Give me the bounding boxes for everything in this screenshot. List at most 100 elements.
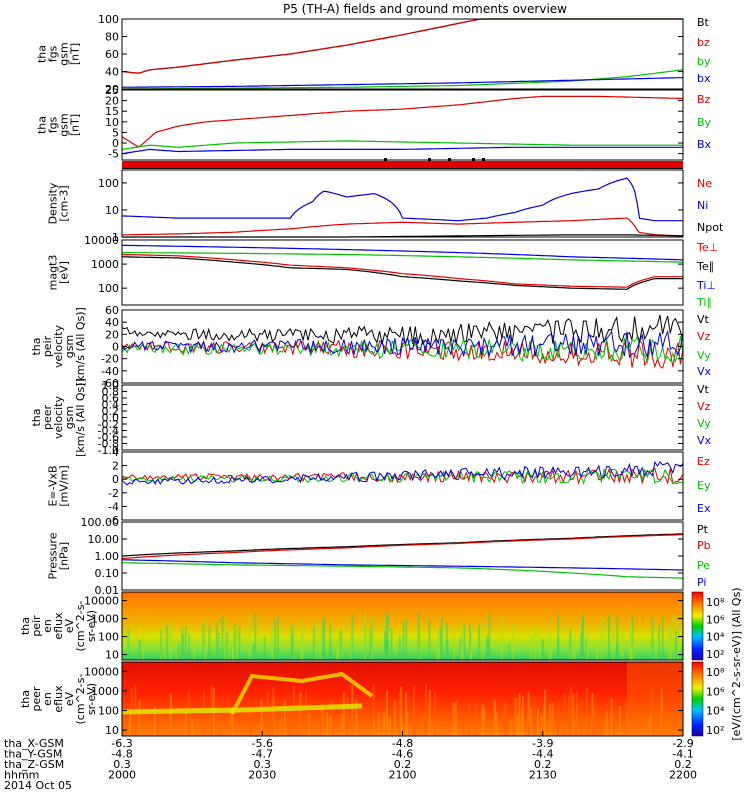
- spectrogram-streak: [571, 643, 574, 660]
- series-line-Ez: [121, 467, 684, 485]
- series-line-Pi: [122, 559, 683, 571]
- spectrogram-streak: [672, 613, 675, 660]
- spectrogram-streak: [521, 696, 524, 736]
- spectrogram-streak: [436, 644, 439, 660]
- y-axis-label: [mV/m]: [58, 465, 71, 506]
- y-tick-label: -0.2: [98, 418, 119, 431]
- legend-entry-Te⊥: Te⊥: [696, 241, 718, 254]
- spectrogram-streak: [563, 693, 566, 736]
- spectrogram-streak: [460, 622, 463, 660]
- legend-entry-Npot: Npot: [697, 221, 724, 234]
- series-line-Ne: [121, 217, 684, 237]
- legend-entry-bx: bx: [697, 72, 711, 85]
- spectrogram-streak: [445, 622, 448, 660]
- spectrogram-streak: [184, 711, 187, 736]
- spectrogram-streak: [340, 714, 343, 736]
- spectrogram-streak: [669, 620, 672, 660]
- spectrogram-streak: [462, 710, 465, 736]
- spectrogram-streak: [483, 708, 486, 736]
- y-tick-label: 10: [105, 649, 119, 662]
- y-axis-label: velocity: [52, 325, 65, 368]
- y-axis-label: eflux: [52, 685, 65, 713]
- y-tick-label: 10000: [84, 595, 119, 608]
- legend-entry-Bz: Bz: [697, 93, 711, 106]
- y-axis-label: [eV]: [58, 261, 71, 284]
- y-axis-label: [nT]: [69, 114, 82, 136]
- spectrogram-streak: [613, 708, 616, 736]
- spectrogram-streak: [127, 629, 130, 660]
- y-tick-label: 0: [112, 137, 119, 150]
- spectrogram-streak: [657, 624, 660, 660]
- spectrogram-streak: [291, 633, 294, 660]
- spectrogram-streak: [544, 689, 547, 736]
- spectrogram-streak: [388, 717, 391, 736]
- spectrogram-streak: [355, 698, 358, 736]
- spectrogram-streak: [423, 717, 426, 736]
- y-tick-label: 0.01: [95, 584, 120, 597]
- series-line-bx: [121, 77, 684, 88]
- spectrogram-streak: [475, 703, 478, 736]
- spectrogram-streak: [384, 630, 386, 660]
- spectrogram-streak: [510, 718, 513, 736]
- legend-entry-Vx: Vx: [697, 365, 712, 378]
- spectrogram-streak: [321, 705, 324, 736]
- y-axis-label: E=-VxB: [47, 465, 60, 506]
- spectrogram-streak: [615, 643, 618, 660]
- y-axis-label: gsm: [63, 335, 76, 358]
- spectrogram-streak: [384, 709, 387, 736]
- x-axis-value: 2130: [529, 769, 557, 782]
- y-tick-label: 15: [105, 105, 119, 118]
- y-axis-label: [km/s (All Qs)]: [74, 307, 87, 386]
- series-line-Bt: [121, 18, 683, 74]
- y-axis-label: gsm: [63, 406, 76, 429]
- series-line-Pb: [121, 534, 683, 560]
- spectrogram-streak: [372, 685, 375, 736]
- legend-entry-By: By: [697, 116, 712, 129]
- series-line-Bz: [121, 95, 684, 148]
- y-axis-label: [nPa]: [58, 542, 71, 570]
- spectrogram-streak: [351, 694, 354, 736]
- y-tick-label: 40: [105, 316, 119, 329]
- spectrogram-streak: [254, 613, 257, 660]
- spectrogram-streak: [323, 618, 326, 660]
- series-line-bz: [121, 18, 683, 74]
- spectrogram-streak: [123, 718, 126, 736]
- spectrogram-streak: [580, 633, 583, 660]
- colorbar: [691, 591, 704, 661]
- spectrogram-streak: [452, 702, 455, 736]
- spectrogram-streak: [504, 704, 507, 736]
- chart-title: P5 (TH-A) fields and ground moments over…: [283, 2, 567, 16]
- y-tick-label: 10: [105, 724, 119, 737]
- y-axis-label: tha: [36, 116, 49, 134]
- spectrogram-streak: [592, 713, 594, 736]
- x-axis-value: -2.9: [672, 737, 693, 750]
- quality-flag-bar: [122, 161, 683, 168]
- spectrogram-streak: [224, 618, 227, 660]
- y-axis-label: peer: [41, 405, 54, 431]
- legend-entry-Vt: Vt: [697, 313, 710, 326]
- y-axis-label: tha: [19, 617, 32, 635]
- spectrogram-streak: [326, 711, 329, 736]
- spectrogram-streak: [301, 619, 304, 660]
- legend-entry-Ez: Ez: [697, 455, 710, 468]
- y-axis-label: eflux: [52, 612, 65, 640]
- spectrogram-streak: [322, 620, 325, 660]
- x-axis-value: 2100: [389, 769, 417, 782]
- x-axis-value: -4.6: [392, 748, 413, 761]
- legend-entry-Ti⊥: Ti⊥: [696, 279, 716, 292]
- spectrogram-streak: [154, 706, 156, 736]
- spectrogram-streak: [252, 644, 255, 660]
- y-tick-label: 0.8: [102, 386, 120, 399]
- x-axis-row-label: tha_Z-GSM: [4, 758, 64, 771]
- legend-entry-bz: bz: [697, 36, 710, 49]
- spectrogram-streak: [599, 615, 602, 660]
- spectrogram-streak: [351, 614, 354, 660]
- spectrogram-streak: [463, 624, 466, 660]
- spectrogram-streak: [621, 628, 624, 660]
- spectrogram-streak: [548, 703, 551, 736]
- y-tick-label: 10000: [84, 234, 119, 247]
- y-axis-label: peer: [30, 686, 43, 712]
- x-axis-value: -4.8: [111, 748, 132, 761]
